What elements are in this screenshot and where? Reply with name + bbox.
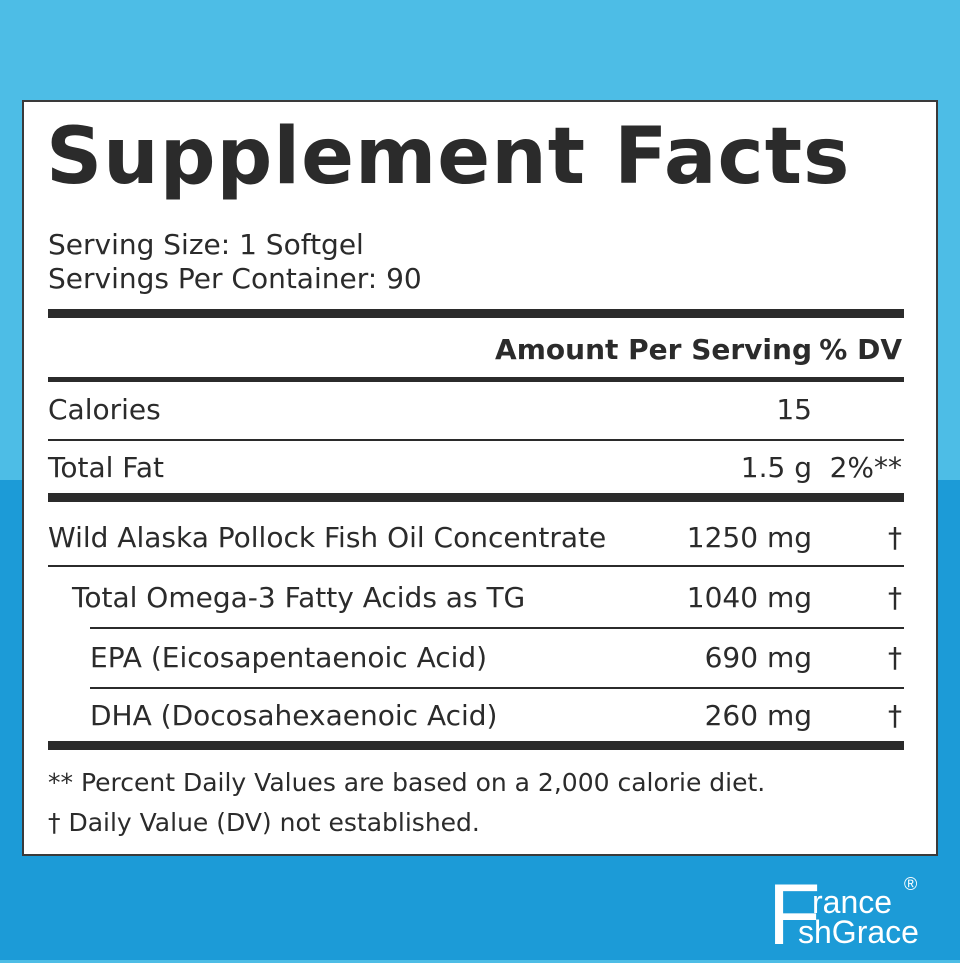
row-dv: † <box>888 581 902 614</box>
row-amount: 15 <box>776 393 812 426</box>
row-dv: † <box>888 641 902 674</box>
divider <box>90 627 904 629</box>
row-amount: 690 mg <box>704 641 812 674</box>
divider <box>48 309 904 318</box>
divider <box>48 493 904 502</box>
row-name: Total Omega-3 Fatty Acids as TG <box>72 581 526 614</box>
servings-per-container: Servings Per Container: 90 <box>48 262 422 295</box>
logo-line1: rance <box>812 884 893 920</box>
row-name: Wild Alaska Pollock Fish Oil Concentrate <box>48 521 607 554</box>
logo-line2: shGrace <box>798 914 919 950</box>
row-name: DHA (Docosahexaenoic Acid) <box>90 699 498 732</box>
row-amount: 1250 mg <box>686 521 812 554</box>
divider <box>90 687 904 689</box>
logo-mark: ® <box>904 874 918 894</box>
row-dv: † <box>888 699 902 732</box>
title: Supplement Facts <box>46 112 851 202</box>
row-amount: 260 mg <box>704 699 812 732</box>
divider <box>48 741 904 750</box>
divider <box>48 439 904 441</box>
header-amount: Amount Per Serving <box>495 333 812 366</box>
row-name: EPA (Eicosapentaenoic Acid) <box>90 641 488 674</box>
label-panel <box>22 100 938 856</box>
footnote: † Daily Value (DV) not established. <box>48 808 480 837</box>
footnote: ** Percent Daily Values are based on a 2… <box>48 768 766 797</box>
divider <box>48 377 904 382</box>
row-amount: 1.5 g <box>740 451 812 484</box>
header-dv: % DV <box>819 333 902 366</box>
logo-letter: F <box>768 867 821 963</box>
row-dv: † <box>888 521 902 554</box>
divider <box>48 565 904 567</box>
row-amount: 1040 mg <box>686 581 812 614</box>
serving-size: Serving Size: 1 Softgel <box>48 228 364 261</box>
row-name: Calories <box>48 393 161 426</box>
row-dv: 2%** <box>829 451 902 484</box>
row-name: Total Fat <box>48 451 164 484</box>
